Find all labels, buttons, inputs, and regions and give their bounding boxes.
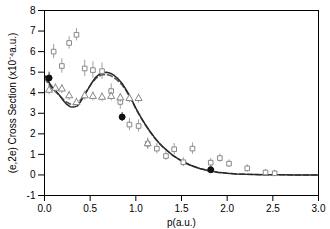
svg-text:2.0: 2.0 bbox=[220, 203, 234, 214]
svg-text:3.0: 3.0 bbox=[312, 203, 326, 214]
svg-text:7: 7 bbox=[30, 25, 36, 36]
svg-text:0: 0 bbox=[30, 169, 36, 180]
svg-text:6: 6 bbox=[30, 46, 36, 57]
svg-text:2: 2 bbox=[30, 128, 36, 139]
svg-text:8: 8 bbox=[30, 5, 36, 16]
svg-text:0.5: 0.5 bbox=[83, 203, 97, 214]
svg-text:p(a.u.): p(a.u.) bbox=[167, 217, 196, 228]
svg-text:1: 1 bbox=[30, 149, 36, 160]
svg-text:1.5: 1.5 bbox=[175, 203, 189, 214]
svg-text:3: 3 bbox=[30, 107, 36, 118]
svg-text:(e,2e) Cross Section (x10⁻⁴a.u: (e,2e) Cross Section (x10⁻⁴a.u.) bbox=[7, 33, 18, 174]
svg-text:1.0: 1.0 bbox=[129, 203, 143, 214]
svg-text:4: 4 bbox=[30, 87, 36, 98]
svg-text:0.0: 0.0 bbox=[38, 203, 52, 214]
svg-text:2.5: 2.5 bbox=[266, 203, 280, 214]
svg-text:-1: -1 bbox=[27, 190, 36, 201]
svg-text:5: 5 bbox=[30, 66, 36, 77]
